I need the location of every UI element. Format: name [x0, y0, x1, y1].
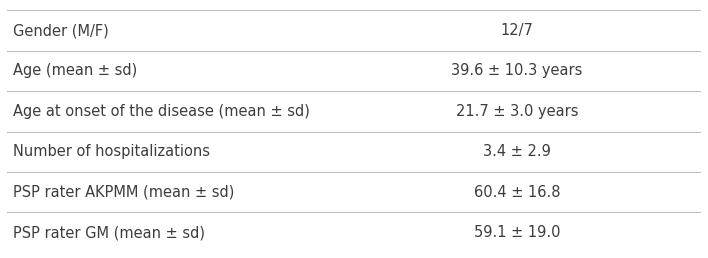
Text: 12/7: 12/7 — [501, 23, 534, 38]
Text: 3.4 ± 2.9: 3.4 ± 2.9 — [483, 144, 551, 159]
Text: PSP rater AKPMM (mean ± sd): PSP rater AKPMM (mean ± sd) — [13, 185, 234, 200]
Text: Age at onset of the disease (mean ± sd): Age at onset of the disease (mean ± sd) — [13, 104, 309, 119]
Text: Age (mean ± sd): Age (mean ± sd) — [13, 63, 137, 78]
Text: PSP rater GM (mean ± sd): PSP rater GM (mean ± sd) — [13, 225, 205, 240]
Text: Number of hospitalizations: Number of hospitalizations — [13, 144, 210, 159]
Text: 59.1 ± 19.0: 59.1 ± 19.0 — [474, 225, 560, 240]
Text: 39.6 ± 10.3 years: 39.6 ± 10.3 years — [452, 63, 583, 78]
Text: 60.4 ± 16.8: 60.4 ± 16.8 — [474, 185, 560, 200]
Text: Gender (M/F): Gender (M/F) — [13, 23, 108, 38]
Text: 21.7 ± 3.0 years: 21.7 ± 3.0 years — [456, 104, 578, 119]
